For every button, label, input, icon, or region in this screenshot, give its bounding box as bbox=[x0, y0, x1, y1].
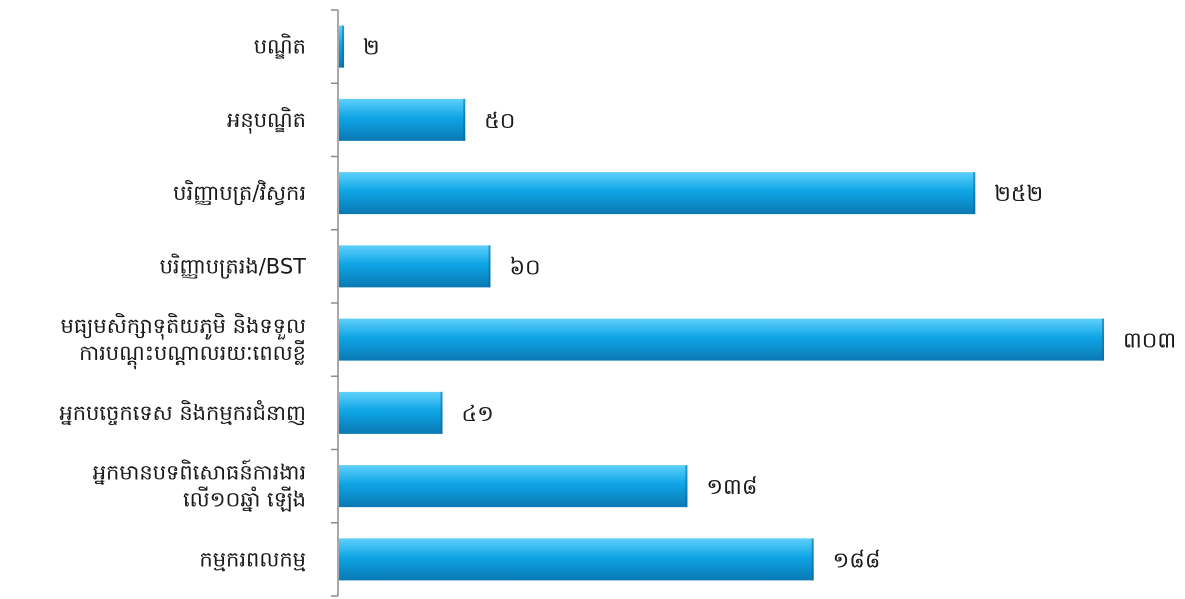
value-label: ១៨៨ bbox=[833, 548, 881, 573]
category-label: បរិញ្ញាបត្ររង/BST bbox=[160, 253, 307, 279]
bar bbox=[339, 172, 976, 215]
category-label-line: អ្នកមានបទពិសោធន៍ការងារ bbox=[93, 460, 306, 486]
value-label: ៤១ bbox=[462, 402, 494, 427]
value-label: ១៣៨ bbox=[706, 475, 757, 500]
value-label: ៦០ bbox=[509, 255, 540, 280]
bar-edge bbox=[342, 25, 345, 68]
bar bbox=[339, 538, 814, 581]
category-label: បរិញ្ញាបត្រ/វិស្វករ bbox=[173, 180, 306, 206]
bar-edge bbox=[811, 538, 814, 581]
value-label: ៥០ bbox=[484, 109, 515, 134]
category-label-line: អ្នកបច្ចេកទេស និងកម្មករជំនាញ bbox=[59, 400, 306, 426]
bar-edge bbox=[685, 465, 688, 508]
category-label: អនុបណ្ឌិត bbox=[227, 107, 306, 134]
bar bbox=[339, 98, 466, 141]
bar bbox=[339, 318, 1104, 361]
bars-group bbox=[339, 25, 1104, 581]
category-label: អ្នកបច្ចេកទេស និងកម្មករជំនាញ bbox=[59, 400, 306, 426]
category-label: បណ្ឌិត bbox=[254, 34, 306, 60]
value-label: ៣០៣ bbox=[1123, 329, 1176, 354]
bar bbox=[339, 245, 491, 288]
bar-edge bbox=[463, 98, 466, 141]
category-labels: បណ្ឌិតអនុបណ្ឌិតបរិញ្ញាបត្រ/វិស្វករបរិញ្ញ… bbox=[59, 34, 306, 572]
bar-edge bbox=[488, 245, 491, 288]
category-label-line: លើ១០ឆ្នាំ ឡើង bbox=[183, 487, 306, 513]
bar-edge bbox=[973, 172, 976, 215]
bar-edge bbox=[440, 391, 443, 434]
bar bbox=[339, 391, 443, 434]
bar bbox=[339, 465, 688, 508]
value-label: ២ bbox=[363, 36, 380, 61]
bar bbox=[339, 25, 345, 68]
category-label-line: អនុបណ្ឌិត bbox=[227, 107, 306, 134]
value-label: ២៥២ bbox=[994, 182, 1043, 207]
category-axis bbox=[331, 9, 339, 597]
category-label: កម្មករពលកម្ម bbox=[199, 547, 306, 571]
category-label-line: បណ្ឌិត bbox=[254, 34, 306, 60]
category-label: មធ្យមសិក្សាទុតិយភូមិ និងទទួលការបណ្តុះបណ្… bbox=[61, 313, 307, 370]
category-label-line: កម្មករពលកម្ម bbox=[199, 547, 306, 571]
category-label-line: បរិញ្ញាបត្ររង/BST bbox=[160, 253, 307, 279]
category-label-line: បរិញ្ញាបត្រ/វិស្វករ bbox=[173, 180, 306, 206]
category-label-line: ការបណ្តុះបណ្តាលរយៈពេលខ្លី bbox=[79, 340, 306, 370]
bar-edge bbox=[1102, 318, 1104, 361]
category-label-line: មធ្យមសិក្សាទុតិយភូមិ និងទទួល bbox=[61, 313, 307, 340]
category-label: អ្នកមានបទពិសោធន៍ការងារលើ១០ឆ្នាំ ឡើង bbox=[93, 460, 306, 513]
